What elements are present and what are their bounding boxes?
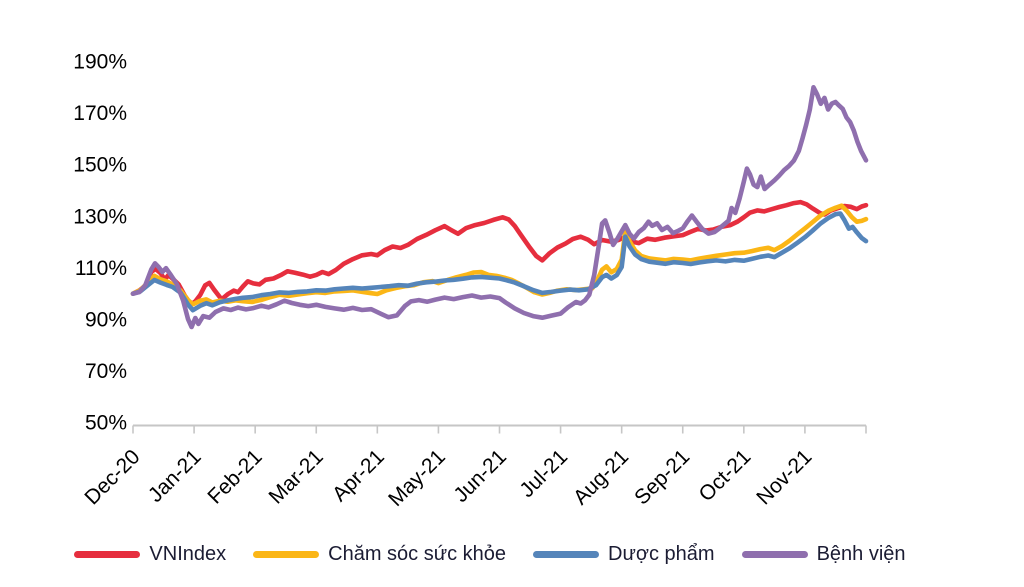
y-axis-label: 150% (73, 154, 127, 177)
legend-item-vnindex: VNIndex (74, 541, 226, 567)
y-axis-label: 170% (73, 102, 127, 125)
x-axis-label: Feb-21 (203, 445, 266, 508)
legend-item-duoc-pham: Dược phẩm (533, 541, 715, 567)
x-axis-label: Oct-21 (695, 445, 756, 506)
y-axis-label: 190% (73, 51, 127, 74)
y-axis-label: 130% (73, 205, 127, 228)
series-line-benh-vien (130, 85, 869, 330)
y-axis-label: 110% (75, 257, 127, 280)
x-axis-label: Aug-21 (569, 445, 633, 509)
legend-item-cham-soc-suc-khoe: Chăm sóc sức khỏe (253, 541, 506, 567)
x-axis-label: Jul-21 (515, 445, 572, 502)
x-axis-label: Apr-21 (328, 445, 389, 506)
x-axis-label: Jun-21 (449, 445, 511, 507)
x-axis-label: Nov-21 (752, 445, 816, 509)
legend-swatch-vnindex (74, 550, 141, 558)
legend-swatch-duoc-pham (533, 550, 600, 558)
x-axis-label: Sep-21 (630, 445, 694, 509)
x-axis-label: Dec-20 (80, 445, 144, 509)
legend-item-benh-vien: Bệnh viện (741, 541, 906, 567)
chart-legend: VNIndex Chăm sóc sức khỏe Dược phẩm Bệnh vi… (0, 541, 980, 567)
series-line-duoc-pham (130, 211, 869, 313)
x-axis-label: Mar-21 (264, 445, 327, 508)
x-axis-label: Jan-21 (144, 445, 206, 507)
legend-swatch-cham-soc-suc-khoe (253, 550, 320, 558)
legend-label-duoc-pham: Dược phẩm (608, 543, 715, 565)
legend-label-vnindex: VNIndex (149, 543, 227, 565)
legend-swatch-benh-vien (741, 550, 808, 558)
y-axis-label: 90% (85, 309, 127, 332)
y-axis-label: 70% (85, 360, 127, 383)
legend-label-benh-vien: Bệnh viện (816, 543, 906, 565)
y-axis-label: 50% (85, 412, 127, 435)
legend-label-cham-soc-suc-khoe: Chăm sóc sức khỏe (328, 543, 507, 565)
series-line-vnindex (130, 199, 869, 307)
x-axis-label: May-21 (384, 445, 450, 511)
